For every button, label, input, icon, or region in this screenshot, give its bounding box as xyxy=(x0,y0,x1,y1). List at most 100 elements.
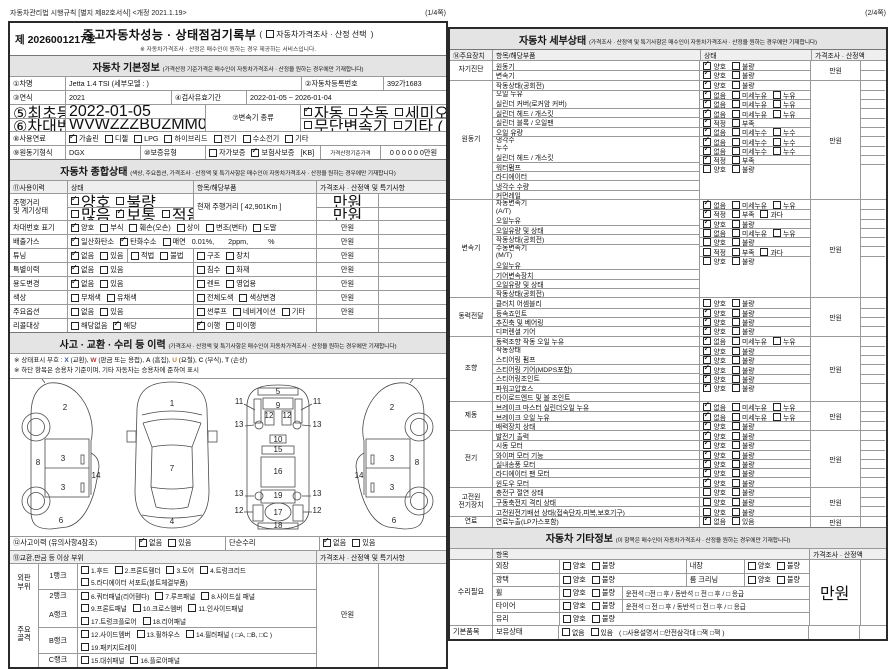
checkbox-option[interactable]: 유채색 xyxy=(106,293,137,303)
checkbox-option[interactable]: 영업용 xyxy=(226,279,256,289)
checkbox-option[interactable]: 2.프론트휀더 xyxy=(114,565,160,575)
checkbox-option[interactable]: 불량 xyxy=(731,165,754,174)
checkbox-option[interactable]: 양호 xyxy=(703,422,726,430)
checkbox-option[interactable]: 구조 xyxy=(197,251,220,261)
checkbox-option[interactable]: 없음 xyxy=(703,100,726,108)
checkbox-option[interactable]: 불량 xyxy=(731,71,754,80)
checkbox-option[interactable]: 전기 xyxy=(213,134,237,144)
checkbox-option[interactable]: 과다 xyxy=(760,210,783,219)
checkbox-option[interactable]: 수소전기 xyxy=(242,134,279,144)
checkbox-option[interactable]: 불량 xyxy=(731,441,754,450)
checkbox-option[interactable]: 없음 xyxy=(71,249,94,261)
checkbox-option[interactable]: 양호 xyxy=(562,601,586,611)
checkbox-option[interactable]: 부족 xyxy=(731,247,754,256)
checkbox-option[interactable]: 불량 xyxy=(731,384,754,392)
checkbox-option[interactable]: 누유 xyxy=(772,402,795,411)
checkbox-option[interactable]: 불량 xyxy=(731,431,754,440)
checkbox-option[interactable]: 불량 xyxy=(776,575,800,585)
checkbox-option[interactable]: 있음 xyxy=(100,265,123,275)
checkbox-option[interactable]: 있음 xyxy=(731,517,754,526)
checkbox-option[interactable]: 있음 xyxy=(352,538,375,548)
checkbox-option[interactable]: 일산화탄소 xyxy=(71,235,114,247)
checkbox-option[interactable]: 장치 xyxy=(226,251,249,261)
checkbox-option[interactable]: 누유 xyxy=(772,200,795,209)
checkbox-option[interactable]: 훼손(오손) xyxy=(129,223,171,233)
checkbox-option[interactable]: 양호 xyxy=(703,318,726,326)
checkbox-option[interactable]: 13.휠하우스 xyxy=(136,629,180,639)
checkbox-option[interactable]: 많음 xyxy=(71,208,110,220)
checkbox-option[interactable]: 미세누유 xyxy=(731,402,767,411)
checkbox-option[interactable]: 9.프론트패널 xyxy=(81,603,127,613)
checkbox-option[interactable]: 없음 xyxy=(703,229,726,237)
checkbox-option[interactable]: 양호 xyxy=(703,441,726,450)
checkbox-option[interactable]: 누유 xyxy=(772,100,795,108)
checkbox-option[interactable]: 양호 xyxy=(703,384,726,392)
checkbox-option[interactable]: 미세누수 xyxy=(731,128,767,136)
checkbox-option[interactable]: 없음 xyxy=(139,537,162,548)
checkbox-option[interactable]: 부족 xyxy=(731,156,754,164)
checkbox-option[interactable]: 양호 xyxy=(562,575,586,585)
checkbox-option[interactable]: 없음 xyxy=(71,277,94,289)
checkbox-option[interactable]: 불량 xyxy=(731,356,754,364)
checkbox-option[interactable]: 부족 xyxy=(731,118,754,127)
checkbox-option[interactable]: 불량 xyxy=(731,346,754,355)
checkbox-option[interactable]: 7.루프패널 xyxy=(155,591,195,601)
checkbox-option[interactable]: 불량 xyxy=(731,238,754,246)
checkbox-option[interactable]: 불량 xyxy=(731,460,754,468)
checkbox-option[interactable]: 양호 xyxy=(703,238,726,246)
checkbox-option[interactable]: 누수 xyxy=(772,137,795,146)
checkbox-option[interactable]: 11.인사이드패널 xyxy=(188,603,243,613)
checkbox-option[interactable]: 보험사보증 xyxy=(251,146,295,158)
checkbox-option[interactable]: 미세누유 xyxy=(731,91,767,99)
checkbox-option[interactable]: 도말 xyxy=(253,223,276,233)
checkbox-option[interactable]: 있음 xyxy=(100,279,123,289)
checkbox-option[interactable]: 적음 xyxy=(161,208,193,220)
checkbox-option[interactable]: 불량 xyxy=(731,450,754,459)
checkbox-option[interactable]: 19.패키지트레이 xyxy=(81,642,137,652)
checkbox-option[interactable]: 적정 xyxy=(703,156,726,164)
checkbox-option[interactable]: 양호 xyxy=(747,575,771,585)
checkbox-option[interactable]: 없음 xyxy=(703,128,726,136)
checkbox-option[interactable]: LPG xyxy=(134,134,158,143)
checkbox-option[interactable]: 양호 xyxy=(703,365,726,374)
checkbox-option[interactable]: 10.크로스멤버 xyxy=(132,603,182,613)
checkbox-option[interactable]: 없음 xyxy=(703,110,726,118)
checkbox-option[interactable]: 누유 xyxy=(772,337,795,346)
checkbox-option[interactable]: 양호 xyxy=(703,298,726,308)
checkbox-option[interactable]: 불량 xyxy=(731,498,754,506)
checkbox-option[interactable]: 있음 xyxy=(100,251,123,261)
checkbox-option[interactable]: 미세누유 xyxy=(731,100,767,108)
checkbox-option[interactable]: 8.사이드실 패널 xyxy=(201,591,255,601)
checkbox-option[interactable]: 렌트 xyxy=(197,279,220,289)
checkbox-option[interactable]: 불량 xyxy=(731,81,754,90)
checkbox-option[interactable]: 15.대쉬패널 xyxy=(81,655,124,665)
checkbox-option[interactable]: 누수 xyxy=(772,128,795,136)
checkbox-option[interactable]: 불량 xyxy=(116,194,156,207)
checkbox-option[interactable]: 하이브리드 xyxy=(164,134,208,144)
checkbox-option[interactable]: 없음 xyxy=(71,263,94,275)
checkbox-option[interactable]: 양호 xyxy=(703,256,726,265)
checkbox-option[interactable]: 화재 xyxy=(226,265,249,275)
checkbox-option[interactable]: 불량 xyxy=(731,318,754,326)
checkbox-option[interactable]: 썬루프 xyxy=(197,307,227,317)
checkbox-option[interactable]: 누유 xyxy=(772,412,795,421)
checkbox-option[interactable]: 부족 xyxy=(731,210,754,219)
checkbox-option[interactable]: 불량 xyxy=(731,61,754,70)
checkbox-option[interactable]: 세미오토 xyxy=(394,105,446,118)
checkbox-option[interactable]: 양호 xyxy=(703,81,726,90)
checkbox-option[interactable]: 1.후드 xyxy=(81,565,109,575)
checkbox-option[interactable]: 미세누유 xyxy=(731,109,767,118)
checkbox-option[interactable]: 있음 xyxy=(168,538,191,548)
checkbox-option[interactable]: 불량 xyxy=(591,588,615,598)
checkbox-option[interactable]: 양호 xyxy=(703,460,726,468)
checkbox-option[interactable]: 5.라디에이터 서포트(볼트체결부품) xyxy=(81,577,188,587)
checkbox-option[interactable]: 양호 xyxy=(71,194,110,207)
checkbox-option[interactable]: 양호 xyxy=(562,561,586,571)
checkbox-option[interactable]: 적정 xyxy=(703,210,726,219)
checkbox-option[interactable]: 매연 xyxy=(162,237,186,247)
checkbox-option[interactable]: 불량 xyxy=(591,561,615,571)
checkbox-option[interactable]: 불량 xyxy=(731,469,754,477)
checkbox-option[interactable]: 누수 xyxy=(772,146,795,155)
checkbox-option[interactable]: 양호 xyxy=(747,561,771,571)
checkbox-option[interactable]: 있음 xyxy=(590,627,613,637)
